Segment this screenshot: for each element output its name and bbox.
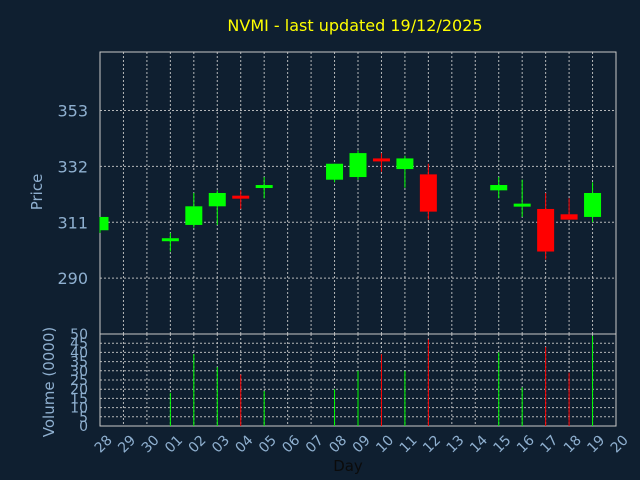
x-tick-label: 01 (162, 432, 186, 456)
candle-body (326, 163, 344, 180)
candle-body (537, 208, 555, 252)
candle-body (232, 195, 250, 199)
volume-axis-label: Volume (0000) (40, 327, 58, 437)
x-tick-label: 14 (467, 432, 491, 456)
x-tick-label: 30 (139, 432, 163, 456)
x-tick-label: 12 (420, 432, 444, 456)
volume-tick-label: 50 (70, 327, 88, 343)
x-tick-label: 10 (373, 432, 397, 456)
price-tick-label: 332 (57, 157, 88, 176)
candle-body (100, 216, 109, 231)
volume-tick-label: 40 (70, 345, 88, 361)
volume-tick-label: 5 (79, 410, 88, 426)
x-tick-label: 29 (115, 432, 139, 456)
x-tick-label: 19 (584, 432, 608, 456)
volume-tick-label: 35 (70, 355, 88, 371)
volume-tick-label: 20 (70, 382, 88, 398)
x-tick-label: 05 (256, 432, 280, 456)
candle-body (396, 158, 414, 170)
candle-body (490, 185, 508, 191)
candle-body (419, 174, 437, 212)
volume-tick-label: 10 (70, 401, 88, 417)
x-axis-label: Day (333, 457, 363, 475)
x-tick-label: 06 (279, 432, 303, 456)
x-tick-label: 18 (561, 432, 585, 456)
x-tick-label: 17 (537, 432, 561, 456)
candle-body (584, 193, 602, 217)
x-tick-label: 03 (209, 432, 233, 456)
volume-tick-label: 25 (70, 373, 88, 389)
x-tick-label: 02 (186, 432, 210, 456)
volume-tick-label: 0 (79, 419, 88, 435)
candle-body (349, 153, 367, 178)
x-tick-label: 20 (608, 432, 632, 456)
x-tick-label: 28 (92, 432, 116, 456)
candle-body (513, 203, 531, 207)
volume-tick-label: 30 (70, 364, 88, 380)
volume-tick-label: 15 (70, 391, 88, 407)
price-panel: 290 311 332 353 (57, 51, 617, 335)
candle-body (255, 185, 273, 189)
candle-body (372, 158, 390, 162)
x-tick-label: 04 (233, 432, 257, 456)
candle-body (185, 206, 203, 225)
candle-body (208, 193, 226, 207)
price-tick-label: 353 (57, 102, 88, 121)
candle-body (560, 214, 578, 220)
price-tick-label: 290 (57, 269, 88, 288)
x-tick-label: 15 (491, 432, 515, 456)
x-tick-label: 16 (514, 432, 538, 456)
x-tick-label: 07 (303, 432, 327, 456)
x-tick-label: 13 (444, 432, 468, 456)
candle-body (161, 238, 179, 242)
x-axis: 28 29 30 01 02 03 04 05 06 07 08 09 10 11 12 13 14 15 16 17… (92, 432, 632, 456)
x-tick-label: 08 (326, 432, 350, 456)
price-tick-label: 311 (57, 213, 88, 232)
x-tick-label: 09 (350, 432, 374, 456)
x-tick-label: 11 (397, 432, 421, 456)
price-axis-label: Price (28, 174, 46, 211)
chart-title: NVMI - last updated 19/12/2025 (227, 16, 482, 35)
volume-tick-label: 45 (70, 336, 88, 352)
